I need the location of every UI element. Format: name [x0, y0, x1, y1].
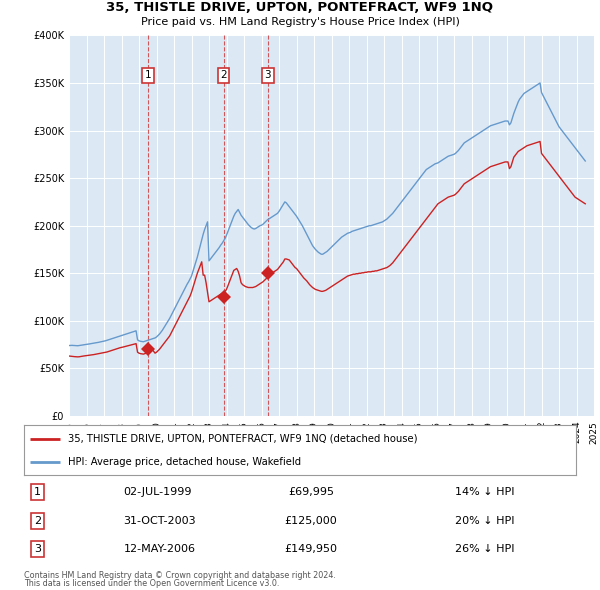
Text: 20% ↓ HPI: 20% ↓ HPI — [455, 516, 514, 526]
Text: Price paid vs. HM Land Registry's House Price Index (HPI): Price paid vs. HM Land Registry's House … — [140, 17, 460, 27]
Text: £125,000: £125,000 — [284, 516, 337, 526]
Text: 02-JUL-1999: 02-JUL-1999 — [124, 487, 192, 497]
Text: 35, THISTLE DRIVE, UPTON, PONTEFRACT, WF9 1NQ: 35, THISTLE DRIVE, UPTON, PONTEFRACT, WF… — [107, 1, 493, 14]
Text: 3: 3 — [34, 544, 41, 554]
Text: 2: 2 — [220, 70, 227, 80]
Text: 35, THISTLE DRIVE, UPTON, PONTEFRACT, WF9 1NQ (detached house): 35, THISTLE DRIVE, UPTON, PONTEFRACT, WF… — [68, 434, 418, 444]
Text: HPI: Average price, detached house, Wakefield: HPI: Average price, detached house, Wake… — [68, 457, 301, 467]
Text: 1: 1 — [145, 70, 151, 80]
Text: £149,950: £149,950 — [284, 544, 338, 554]
Text: 26% ↓ HPI: 26% ↓ HPI — [455, 544, 514, 554]
Text: £69,995: £69,995 — [288, 487, 334, 497]
Text: 31-OCT-2003: 31-OCT-2003 — [124, 516, 196, 526]
Text: 3: 3 — [265, 70, 271, 80]
Text: This data is licensed under the Open Government Licence v3.0.: This data is licensed under the Open Gov… — [24, 579, 280, 588]
Text: Contains HM Land Registry data © Crown copyright and database right 2024.: Contains HM Land Registry data © Crown c… — [24, 571, 336, 579]
Text: 2: 2 — [34, 516, 41, 526]
Text: 12-MAY-2006: 12-MAY-2006 — [124, 544, 196, 554]
Text: 1: 1 — [34, 487, 41, 497]
Text: 14% ↓ HPI: 14% ↓ HPI — [455, 487, 514, 497]
